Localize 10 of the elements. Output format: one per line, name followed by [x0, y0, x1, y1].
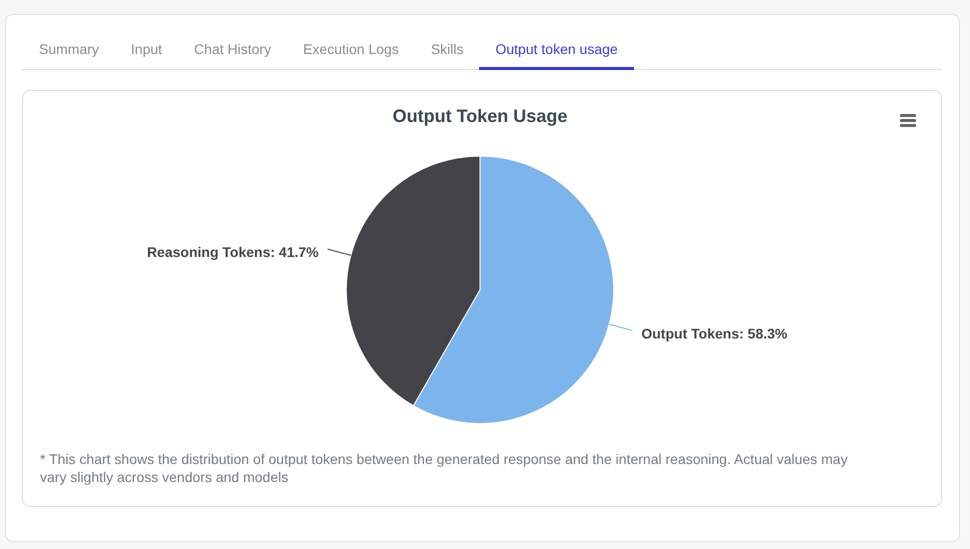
- text: Chat History: [193, 40, 272, 59]
- text: Execution Logs: [302, 40, 400, 59]
- chart-title: Output Token Usage: [392, 106, 568, 126]
- text: Skills: [430, 40, 464, 59]
- slice-label: Output Tokens: 58.3%: [641, 325, 788, 342]
- text: Input: [130, 40, 164, 59]
- slice-label: Reasoning Tokens: 41.7%: [146, 244, 320, 260]
- text: Output token usage: [479, 32, 634, 70]
- text: Summary: [38, 40, 100, 59]
- text: * This chart shows the distribution of output tokens between the generated response and the internal reasoning. Actual values may vary slightly across vendors and models: [40, 450, 849, 486]
